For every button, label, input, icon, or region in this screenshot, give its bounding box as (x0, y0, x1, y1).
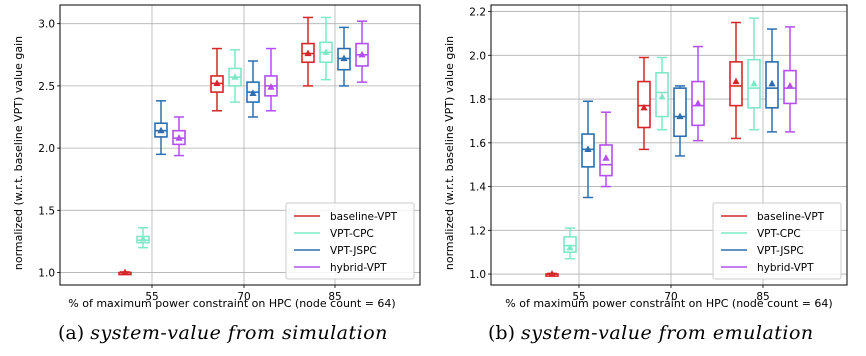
box-baseline-VPT (729, 21, 743, 140)
mean-marker (175, 134, 183, 141)
box-VPT-CPC (563, 227, 577, 260)
box-iqr (673, 87, 687, 138)
y-tick-label: 1.8 (469, 94, 486, 106)
mean-marker (139, 234, 147, 242)
box-VPT-JSPC (337, 26, 351, 87)
box-hybrid-VPT (172, 116, 186, 157)
legend-label: VPT-CPC (757, 228, 801, 240)
mean-marker (340, 54, 348, 62)
box-baseline-VPT (545, 270, 559, 277)
legend: baseline-VPT VPT-CPC VPT-JSPC hybrid-VPT (712, 202, 842, 280)
caption-a-text: system-value from simulation (90, 322, 388, 344)
legend-box (285, 202, 415, 280)
mean-marker (304, 49, 312, 57)
x-tick-label: 70 (664, 291, 677, 303)
x-axis-label: % of maximum power constraint on HPC (no… (505, 297, 832, 310)
y-tick-label: 3.0 (38, 19, 55, 31)
mean-marker (249, 89, 257, 96)
y-tick-label: 1.0 (469, 269, 486, 281)
legend-box (712, 202, 842, 280)
y-tick-label: 1.4 (469, 182, 486, 194)
y-tick-label: 1.2 (469, 225, 486, 237)
box-VPT-JSPC (154, 100, 168, 156)
y-tick-label: 1.0 (38, 268, 55, 280)
mean-marker (267, 83, 275, 90)
box-VPT-JSPC (581, 100, 595, 199)
legend-label: VPT-JSPC (757, 245, 804, 257)
box-hybrid-VPT (691, 45, 705, 142)
mean-marker (750, 79, 758, 87)
mean-marker (768, 79, 776, 87)
box-VPT-CPC (136, 227, 150, 249)
mean-marker (213, 79, 221, 86)
mean-marker (566, 243, 574, 251)
box-baseline-VPT (210, 47, 224, 112)
mean-marker (358, 50, 366, 58)
chart-panel-b: 1.0 1.2 1.4 1.6 1.8 2.0 2.2 55 70 85% of maximum … (443, 4, 848, 310)
y-tick-label: 2.0 (38, 143, 55, 155)
box-hybrid-VPT (355, 20, 369, 83)
x-tick-label: 55 (572, 291, 585, 303)
caption-a: (a) system-value from simulation (58, 322, 388, 344)
y-tick-label: 1.5 (38, 205, 55, 217)
mean-marker (732, 77, 740, 85)
plot-frame (490, 4, 848, 286)
x-tick-label: 85 (756, 291, 769, 303)
y-axis-label: normalized (w.r.t. baseline VPT) value g… (443, 36, 456, 270)
box-VPT-JSPC (246, 60, 260, 118)
mean-marker (640, 103, 648, 111)
mean-marker (231, 73, 239, 80)
legend-label: VPT-CPC (330, 228, 374, 240)
legend-label: baseline-VPT (330, 211, 398, 223)
legend-label: baseline-VPT (757, 211, 825, 223)
box-baseline-VPT (301, 16, 315, 87)
plot-frame (59, 4, 421, 286)
chart-panel-a: 1.0 1.5 2.0 2.5 3.0 55 70 85% of maximum power … (12, 4, 421, 310)
mean-marker (602, 154, 610, 161)
y-axis-label: normalized (w.r.t. baseline VPT) value g… (12, 36, 25, 270)
x-axis-label: % of maximum power constraint on HPC (no… (68, 297, 395, 310)
legend-label: VPT-JSPC (330, 245, 377, 257)
x-tick-label: 70 (237, 291, 250, 303)
caption-a-label: (a) (58, 322, 85, 344)
box-VPT-CPC (319, 16, 333, 81)
box-VPT-JSPC (765, 28, 779, 133)
caption-b: (b) system-value from emulation (488, 322, 814, 344)
box-hybrid-VPT (599, 111, 613, 188)
box-baseline-VPT (118, 268, 132, 276)
box-VPT-CPC (747, 17, 761, 131)
mean-marker (157, 126, 165, 134)
caption-b-label: (b) (488, 322, 515, 344)
mean-marker (584, 145, 592, 152)
x-tick-label: 85 (328, 291, 341, 303)
y-tick-label: 2.2 (469, 7, 486, 19)
mean-marker (786, 81, 794, 89)
box-hybrid-VPT (783, 26, 797, 133)
box-VPT-CPC (655, 56, 669, 131)
legend-label: hybrid-VPT (330, 262, 387, 274)
y-tick-label: 1.6 (469, 138, 486, 150)
mean-marker (121, 268, 129, 276)
legend-label: hybrid-VPT (757, 262, 814, 274)
box-baseline-VPT (637, 56, 651, 151)
box-VPT-CPC (228, 49, 242, 103)
mean-marker (322, 48, 330, 55)
mean-marker (694, 99, 702, 107)
mean-marker (548, 270, 556, 277)
y-tick-label: 2.5 (38, 81, 55, 93)
box-hybrid-VPT (264, 47, 278, 112)
mean-marker (658, 92, 666, 100)
y-tick-label: 2.0 (469, 50, 486, 62)
legend: baseline-VPT VPT-CPC VPT-JSPC hybrid-VPT (285, 202, 415, 280)
box-VPT-JSPC (673, 85, 687, 157)
x-tick-label: 55 (145, 291, 158, 303)
caption-b-text: system-value from emulation (521, 322, 814, 344)
mean-marker (676, 112, 684, 120)
